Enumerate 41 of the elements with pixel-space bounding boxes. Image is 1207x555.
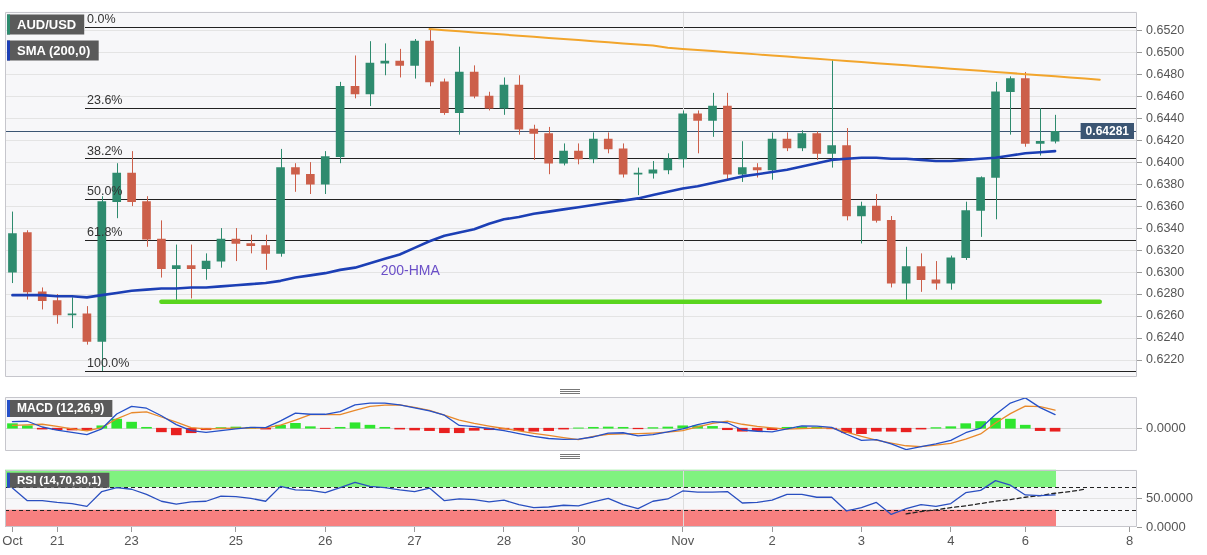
- ref-line-label: 0.64281: [1085, 123, 1130, 138]
- x-tick-label: 25: [228, 533, 244, 549]
- y-tick-label: 0.6380: [1146, 176, 1185, 191]
- x-tick-label: 6: [1021, 533, 1029, 549]
- y-tick-label: 0.6320: [1146, 242, 1185, 257]
- x-tick-label: 4: [947, 533, 955, 549]
- y-tick-label: 0.6500: [1146, 44, 1185, 59]
- ref-line-label: 23.6%: [87, 93, 123, 108]
- y-tick-label: 0.6340: [1146, 220, 1185, 235]
- x-tick-label: Oct: [2, 533, 23, 549]
- x-tick-label: 23: [124, 533, 139, 549]
- y-tick-label: 0.6300: [1146, 264, 1185, 279]
- y-tick-label: 0.6480: [1146, 66, 1185, 81]
- y-tick-label: 0.6220: [1146, 352, 1185, 367]
- y-tick-label: 0.6240: [1146, 330, 1185, 345]
- y-tick-label: 0.6280: [1146, 286, 1185, 301]
- legend-label: MACD (12,26,9): [17, 401, 105, 416]
- ref-line-label: 38.2%: [87, 143, 123, 158]
- y-tick-label: 0.6460: [1146, 88, 1185, 103]
- x-tick-label: 8: [1125, 533, 1134, 549]
- x-tick-label: 3: [857, 533, 866, 549]
- annotation: 200-HMA: [380, 261, 441, 278]
- y-tick-label: 0.6360: [1146, 198, 1185, 213]
- x-tick-label: 26: [318, 533, 333, 549]
- x-tick-label: Nov: [671, 533, 695, 549]
- y-tick-label: 0.6520: [1146, 22, 1185, 37]
- y-tick-label: 0.6440: [1146, 110, 1185, 125]
- legend-label: SMA (200,0): [17, 42, 91, 58]
- x-tick-label: 21: [49, 533, 65, 549]
- y-tick-label: 0.0000: [1146, 518, 1186, 534]
- legend-label: RSI (14,70,30,1): [17, 473, 102, 486]
- y-tick-label: 0.6400: [1146, 154, 1185, 169]
- y-tick-label: 0.6420: [1146, 132, 1185, 147]
- legend-label: AUD/USD: [17, 16, 77, 32]
- x-tick-label: 30: [571, 533, 586, 549]
- y-tick-label: 0.6260: [1146, 308, 1185, 323]
- x-tick-label: 27: [407, 533, 422, 549]
- x-tick-label: 28: [496, 533, 512, 549]
- y-tick-label: 50.0000: [1146, 489, 1193, 505]
- ref-line-label: 0.0%: [87, 12, 116, 27]
- x-tick-label: 2: [768, 533, 776, 549]
